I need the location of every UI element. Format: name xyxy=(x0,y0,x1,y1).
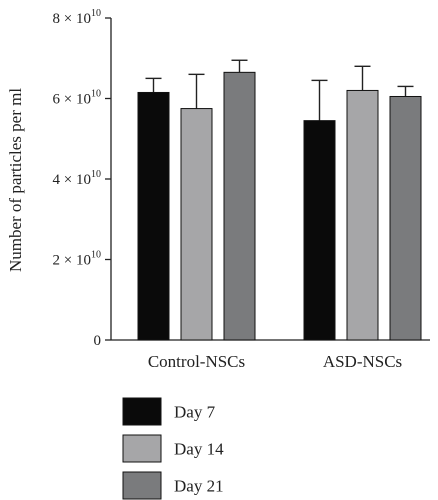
y-tick-label-exponent: 10 xyxy=(91,169,101,180)
y-tick-label: 4 × 1010 xyxy=(53,169,101,188)
bar-group xyxy=(180,73,213,341)
bars xyxy=(137,59,422,341)
y-tick-label: 6 × 1010 xyxy=(53,89,101,108)
y-tick-label-base: 4 × 10 xyxy=(53,172,91,188)
y-tick-label-base: 6 × 10 xyxy=(53,92,91,108)
x-axis: Control-NSCs ASD-NSCs xyxy=(111,339,430,371)
bar-group xyxy=(303,79,336,341)
y-tick-label: 8 × 1010 xyxy=(53,8,101,27)
legend-item: Day 14 xyxy=(122,434,224,463)
bar xyxy=(389,95,422,341)
legend: Day 7 Day 14 Day 21 xyxy=(122,397,224,500)
bar-group xyxy=(389,85,422,341)
x-category-label: Control-NSCs xyxy=(148,352,245,371)
legend-swatch xyxy=(122,397,162,426)
bar xyxy=(346,89,379,341)
y-tick-label: 0 xyxy=(94,333,102,349)
legend-swatch xyxy=(122,471,162,500)
bar xyxy=(180,108,213,341)
bar xyxy=(303,120,336,341)
bar-group xyxy=(137,77,170,341)
y-axis-title-group: Number of particles per ml xyxy=(6,88,25,272)
legend-label: Day 7 xyxy=(174,403,216,422)
bar-group xyxy=(346,65,379,341)
y-tick-label-base: 2 × 10 xyxy=(53,253,91,269)
y-tick-label-exponent: 10 xyxy=(91,89,101,100)
legend-label: Day 14 xyxy=(174,440,224,459)
y-tick-label-exponent: 10 xyxy=(91,250,101,261)
legend-label: Day 21 xyxy=(174,477,224,496)
bar xyxy=(137,91,170,341)
bar xyxy=(223,71,256,341)
y-axis-title: Number of particles per ml xyxy=(6,88,25,272)
y-tick-label-base: 8 × 10 xyxy=(53,11,91,27)
legend-swatch xyxy=(122,434,162,463)
y-tick-label-exponent: 10 xyxy=(91,8,101,19)
legend-item: Day 21 xyxy=(122,471,224,500)
legend-item: Day 7 xyxy=(122,397,216,426)
y-tick-label: 2 × 1010 xyxy=(53,250,101,269)
bar-group xyxy=(223,59,256,341)
x-category-label: ASD-NSCs xyxy=(323,352,402,371)
